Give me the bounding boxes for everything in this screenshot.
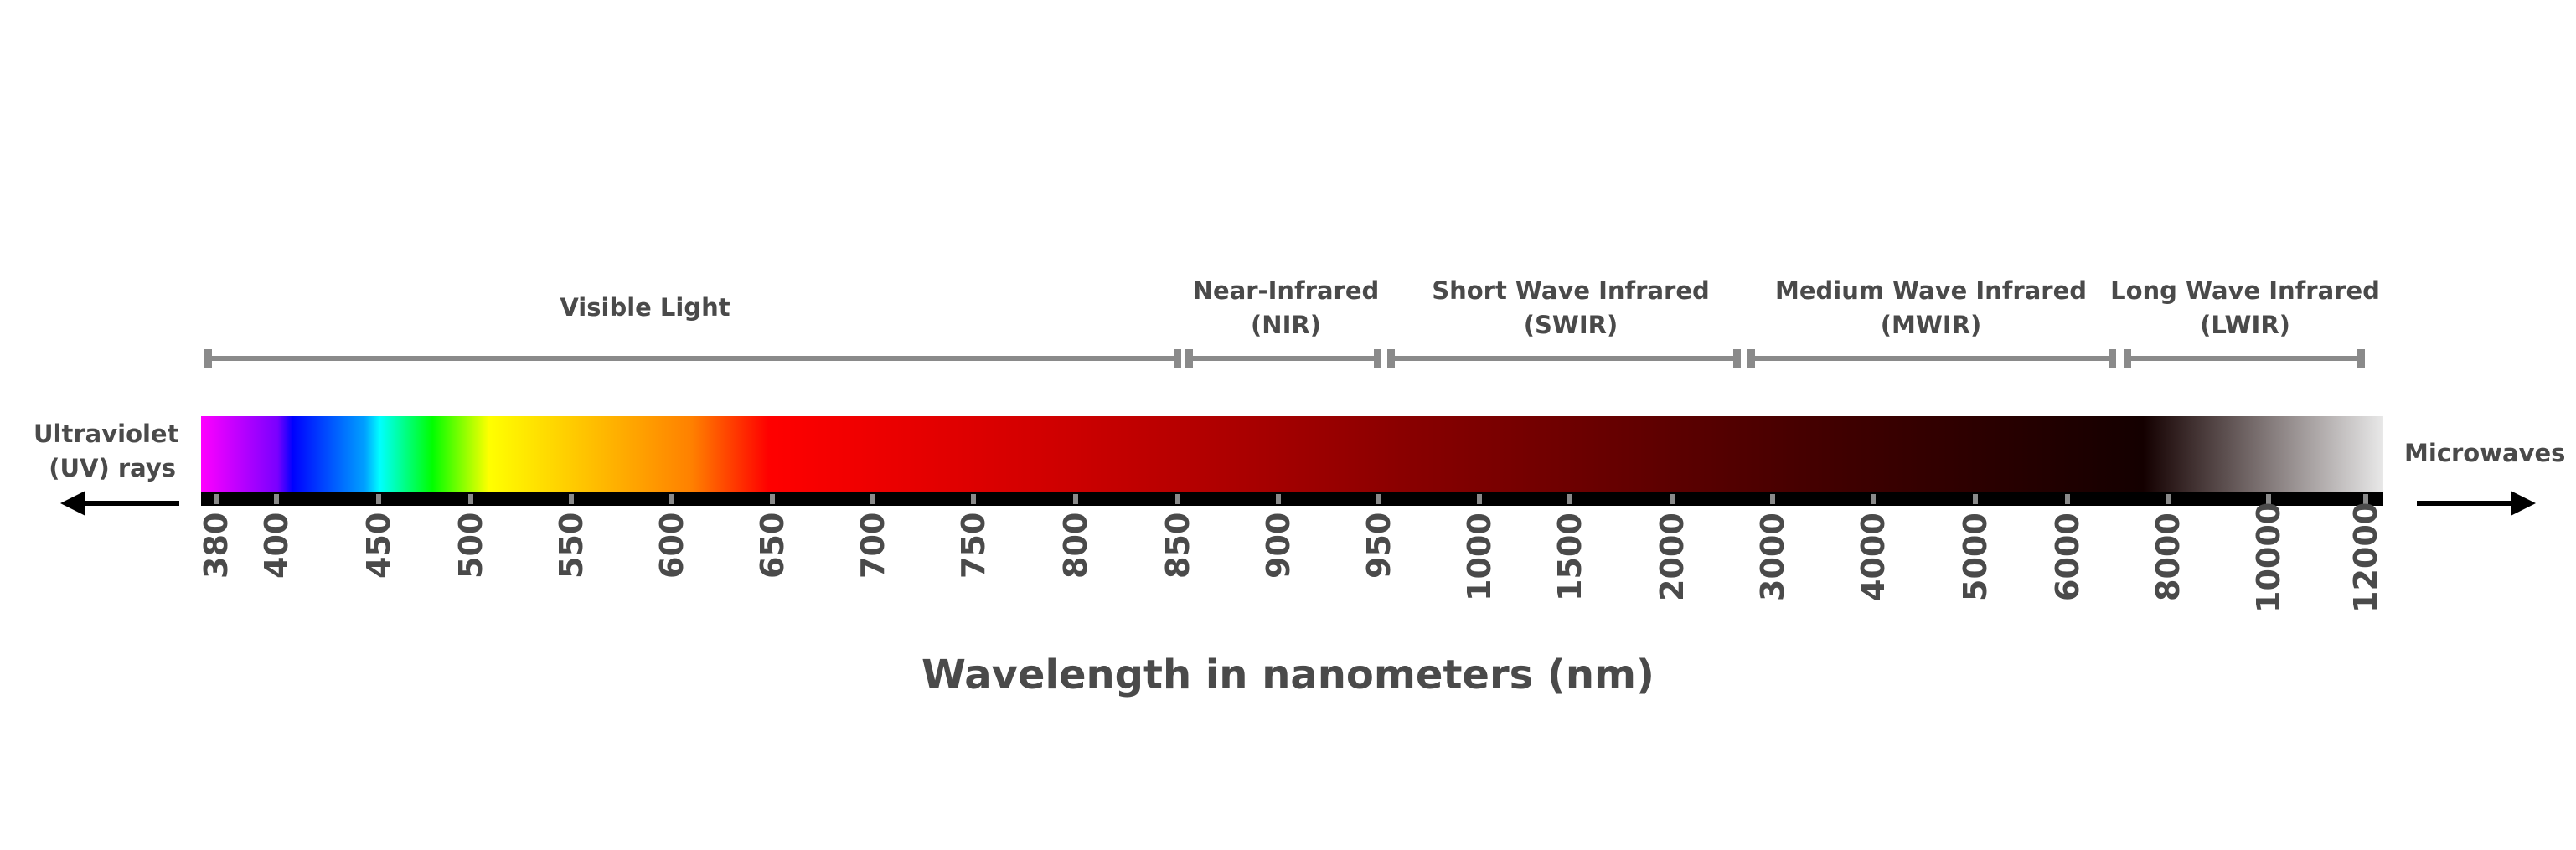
- band-label-swir: Short Wave Infrared (SWIR): [1374, 274, 1768, 343]
- band-label-lwir-line-1: Long Wave Infrared: [2110, 276, 2380, 305]
- tick-label: 3000: [1754, 513, 1791, 601]
- tick-label: 6000: [2049, 513, 2086, 601]
- tick-mark: [376, 494, 381, 504]
- tick-label: 2000: [1654, 513, 1691, 601]
- tick-mark: [1477, 494, 1482, 504]
- tick-mark: [1670, 494, 1675, 504]
- band-label-visible-line-1: Visible Light: [560, 293, 730, 322]
- tick-label: 800: [1057, 513, 1094, 580]
- tick-mark: [1770, 494, 1775, 504]
- bracket-mwir: [1747, 349, 2116, 368]
- tick-label: 500: [452, 513, 489, 580]
- band-label-mwir-line-2: (MWIR): [1880, 311, 1982, 339]
- band-label-nir: Near-Infrared (NIR): [1173, 274, 1399, 343]
- tick-mark: [1376, 494, 1381, 504]
- tick-mark: [274, 494, 279, 504]
- tick-mark: [1175, 494, 1180, 504]
- tick-label: 700: [854, 513, 891, 580]
- tick-label: 1500: [1551, 513, 1588, 601]
- left-arrow-icon: [60, 491, 179, 516]
- tick-mark: [669, 494, 674, 504]
- bracket-nir: [1185, 349, 1381, 368]
- band-label-nir-line-1: Near-Infrared: [1192, 276, 1380, 305]
- band-label-swir-line-2: (SWIR): [1523, 311, 1618, 339]
- tick-label: 12000: [2347, 502, 2384, 613]
- tick-mark: [2166, 494, 2171, 504]
- band-label-mwir-line-1: Medium Wave Infrared: [1774, 276, 2088, 305]
- tick-mark: [2065, 494, 2070, 504]
- tick-label: 900: [1260, 513, 1297, 580]
- tick-label: 450: [360, 513, 397, 580]
- tick-mark: [2266, 494, 2271, 504]
- tick-mark: [770, 494, 775, 504]
- tick-mark: [1073, 494, 1078, 504]
- uv-label-line-2: (UV) rays: [49, 454, 176, 482]
- tick-mark: [569, 494, 574, 504]
- tick-label: 5000: [1957, 513, 1994, 601]
- tick-label: 950: [1360, 513, 1397, 580]
- tick-mark: [2363, 494, 2368, 504]
- right-arrow-icon: [2417, 491, 2536, 516]
- band-label-visible: Visible Light: [486, 291, 804, 325]
- tick-label: 400: [258, 513, 295, 580]
- band-label-lwir: Long Wave Infrared (LWIR): [2103, 274, 2388, 343]
- spectrum-gradient-bar: [201, 416, 2383, 492]
- tick-label: 600: [653, 513, 690, 580]
- tick-label: 550: [553, 513, 590, 580]
- tick-mark: [870, 494, 875, 504]
- tick-strip: [201, 492, 2383, 506]
- tick-mark: [971, 494, 976, 504]
- tick-mark: [214, 494, 219, 504]
- tick-label: 4000: [1855, 513, 1892, 601]
- tick-mark: [1276, 494, 1281, 504]
- band-label-mwir: Medium Wave Infrared (MWIR): [1742, 274, 2119, 343]
- bracket-lwir: [2124, 349, 2365, 368]
- tick-label: 1000: [1461, 513, 1498, 601]
- band-label-lwir-line-2: (LWIR): [2200, 311, 2290, 339]
- tick-label: 750: [955, 513, 992, 580]
- tick-mark: [1567, 494, 1572, 504]
- tick-label: 650: [754, 513, 791, 580]
- tick-label: 850: [1159, 513, 1196, 580]
- tick-label: 8000: [2150, 513, 2186, 601]
- uv-label: Ultraviolet (UV) rays: [34, 417, 179, 486]
- uv-label-line-1: Ultraviolet: [34, 420, 179, 448]
- tick-label: 10000: [2250, 502, 2287, 613]
- microwaves-label: Microwaves: [2404, 436, 2566, 471]
- microwaves-label-text: Microwaves: [2404, 439, 2566, 467]
- bracket-swir: [1387, 349, 1741, 368]
- tick-mark: [1871, 494, 1876, 504]
- tick-mark: [1973, 494, 1978, 504]
- bracket-visible: [204, 349, 1181, 368]
- band-label-nir-line-2: (NIR): [1251, 311, 1321, 339]
- band-label-swir-line-1: Short Wave Infrared: [1432, 276, 1710, 305]
- tick-mark: [468, 494, 473, 504]
- tick-label: 380: [198, 513, 235, 580]
- axis-title: Wavelength in nanometers (nm): [921, 652, 1655, 698]
